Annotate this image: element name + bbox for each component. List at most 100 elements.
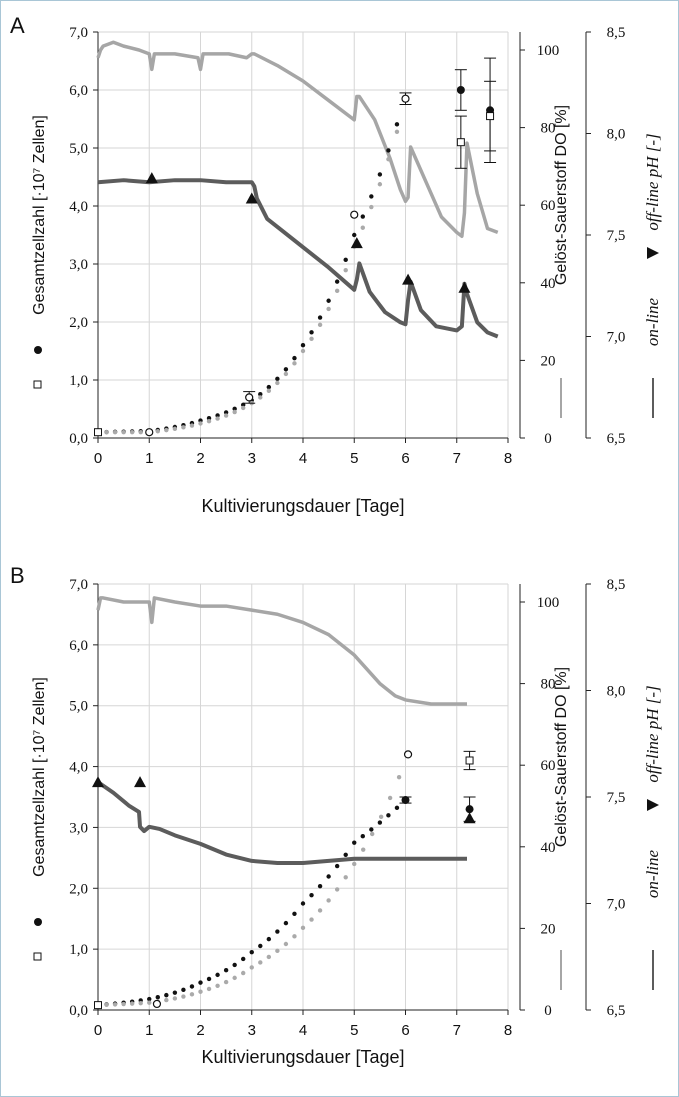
cell-count-dot — [121, 1001, 126, 1007]
cell-count-dot — [223, 968, 229, 973]
cell-count-dot — [266, 954, 272, 960]
cell-count-dot — [394, 805, 400, 811]
cell-count-dot — [361, 847, 366, 852]
cell-count-dot — [129, 1001, 135, 1006]
cell-count-open-circle-marker — [350, 210, 359, 219]
y-ph-tick-label: 7,5 — [607, 790, 626, 806]
cell-count-dot — [326, 898, 331, 903]
y-left-tick-label: 4,0 — [69, 199, 88, 215]
cell-count-dot — [266, 388, 272, 393]
cell-count-open-marker — [94, 428, 102, 437]
cell-count-open-marker — [486, 112, 495, 121]
cell-count-dot — [206, 976, 212, 982]
legend-open-square-icon — [33, 380, 42, 389]
x-tick-label: 4 — [299, 1022, 307, 1039]
y-left-axis-label: Gesamtzellzahl [·10⁷ Zellen] — [31, 677, 48, 877]
cell-count-dot — [172, 426, 178, 432]
cell-count-open-marker — [465, 756, 474, 765]
cell-count-dot — [241, 405, 246, 411]
y-ph-tick-label: 6,5 — [607, 431, 626, 447]
cell-count-dot — [360, 225, 365, 230]
panel-label: B — [10, 563, 25, 588]
do-line — [96, 40, 499, 238]
x-tick-label: 5 — [350, 1022, 358, 1039]
x-axis-label: Kultivierungsdauer [Tage] — [201, 496, 404, 516]
ph-offline-marker — [145, 172, 158, 184]
cell-count-dot — [343, 257, 348, 263]
y-do-tick-label: 40 — [541, 276, 556, 292]
y-ph-tick-label: 7,5 — [607, 228, 626, 244]
cell-count-open-marker — [456, 138, 465, 147]
ph-offline-marker — [245, 192, 258, 204]
x-axis-label: Kultivierungsdauer [Tage] — [201, 1047, 404, 1067]
y-left-tick-label: 4,0 — [69, 760, 88, 776]
y-do-tick-label: 0 — [544, 1003, 552, 1019]
legend-open-square-icon — [33, 952, 42, 961]
cell-count-dot — [258, 391, 263, 397]
y-do-tick-label: 80 — [541, 677, 556, 693]
cell-count-dot — [292, 911, 297, 917]
cell-count-dot — [121, 430, 126, 435]
cell-count-open-circle-marker — [152, 999, 162, 1009]
ph-offline-marker — [350, 237, 363, 249]
do-line — [96, 596, 467, 706]
cell-count-dot — [283, 371, 289, 377]
cell-count-dot — [147, 1000, 152, 1005]
y-do-tick-label: 40 — [541, 840, 556, 856]
cell-count-open-marker — [94, 1001, 102, 1010]
x-tick-label: 5 — [350, 450, 358, 467]
y-ph-offline-label: off-line pH [-] — [643, 133, 662, 230]
cell-count-dot — [309, 330, 314, 335]
cell-count-dot — [223, 413, 229, 418]
cell-count-open-circle-marker — [245, 393, 254, 402]
cell-count-dot — [300, 925, 306, 931]
y-left-tick-label: 3,0 — [69, 820, 88, 836]
y-do-tick-label: 60 — [541, 758, 556, 774]
x-tick-label: 2 — [196, 1022, 204, 1039]
y-ph-online-label: on-line — [643, 849, 662, 898]
cell-count-dot — [283, 941, 289, 947]
x-tick-label: 3 — [248, 1022, 256, 1039]
cell-count-dot — [300, 901, 306, 906]
cell-count-dot — [326, 306, 331, 312]
cell-count-dot — [377, 172, 383, 177]
cell-count-dot — [241, 970, 246, 976]
cell-count-dot — [386, 148, 391, 153]
ph-offline-marker — [134, 776, 147, 788]
y-do-tick-label: 100 — [537, 43, 560, 59]
y-do-tick-label: 60 — [541, 198, 556, 214]
y-left-tick-label: 2,0 — [69, 881, 88, 897]
x-tick-label: 7 — [453, 450, 461, 467]
x-tick-label: 3 — [248, 450, 256, 467]
x-tick-label: 6 — [401, 450, 409, 467]
cell-count-dot — [138, 1000, 143, 1006]
legend-filled-circle-icon — [34, 346, 42, 354]
cell-count-dot — [292, 934, 297, 939]
cell-count-dot — [215, 413, 220, 418]
y-left-tick-label: 6,0 — [69, 638, 88, 654]
cell-count-dot — [172, 990, 178, 995]
cell-count-dot — [275, 948, 280, 954]
cell-count-dot — [189, 984, 195, 989]
cell-count-dot — [206, 416, 212, 421]
y-ph-tick-label: 7,0 — [607, 330, 626, 346]
cell-count-dot — [232, 406, 237, 412]
x-tick-label: 0 — [94, 1022, 102, 1039]
cell-count-dot — [189, 423, 195, 428]
y-do-axis-label: Gelöst-Sauerstoff DO [%] — [553, 667, 570, 847]
y-left-tick-label: 2,0 — [69, 315, 88, 331]
cell-count-dot — [215, 972, 220, 978]
cell-count-dot — [369, 831, 375, 837]
cell-count-open-circle-marker — [145, 428, 154, 437]
y-ph-offline-label: off-line pH [-] — [643, 685, 662, 782]
cell-count-dot — [394, 129, 400, 134]
cell-count-open-circle-marker — [401, 94, 410, 103]
legend-filled-circle-icon — [34, 918, 42, 926]
x-tick-label: 2 — [196, 450, 204, 467]
cell-count-dot — [300, 348, 306, 354]
cell-count-dot — [275, 376, 280, 382]
cell-count-dot — [112, 430, 118, 435]
cell-count-dot — [129, 430, 135, 435]
legend-triangle-icon — [647, 247, 659, 259]
